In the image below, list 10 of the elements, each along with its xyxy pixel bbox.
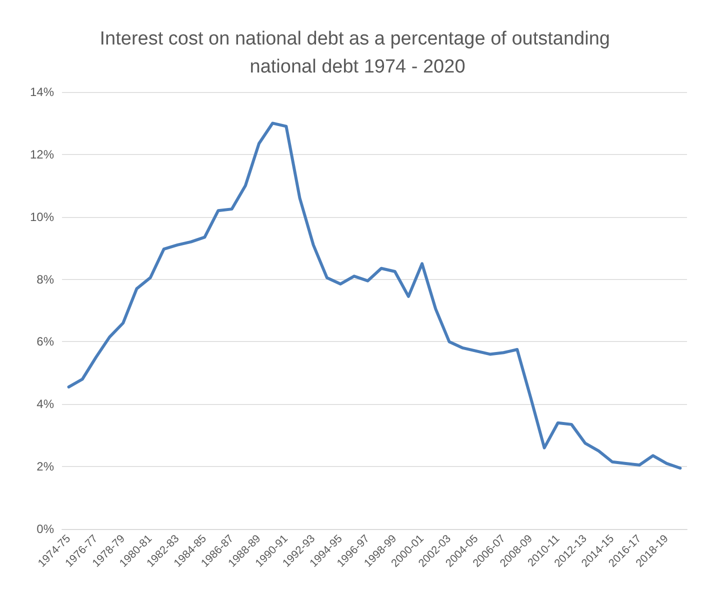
y-tick-label: 4% <box>36 397 54 412</box>
chart-title: Interest cost on national debt as a percentage of outstanding national debt 1974 - 2020 <box>100 28 616 78</box>
y-tick-label: 12% <box>30 147 54 162</box>
y-tick-label: 14% <box>30 85 54 99</box>
line-series <box>67 122 682 470</box>
y-tick-label: 0% <box>36 522 54 536</box>
y-tick-label: 8% <box>36 272 54 286</box>
y-tick-label: 10% <box>30 210 54 224</box>
y-tick-label: 6% <box>36 334 54 349</box>
y-tick-label: 2% <box>36 460 54 474</box>
